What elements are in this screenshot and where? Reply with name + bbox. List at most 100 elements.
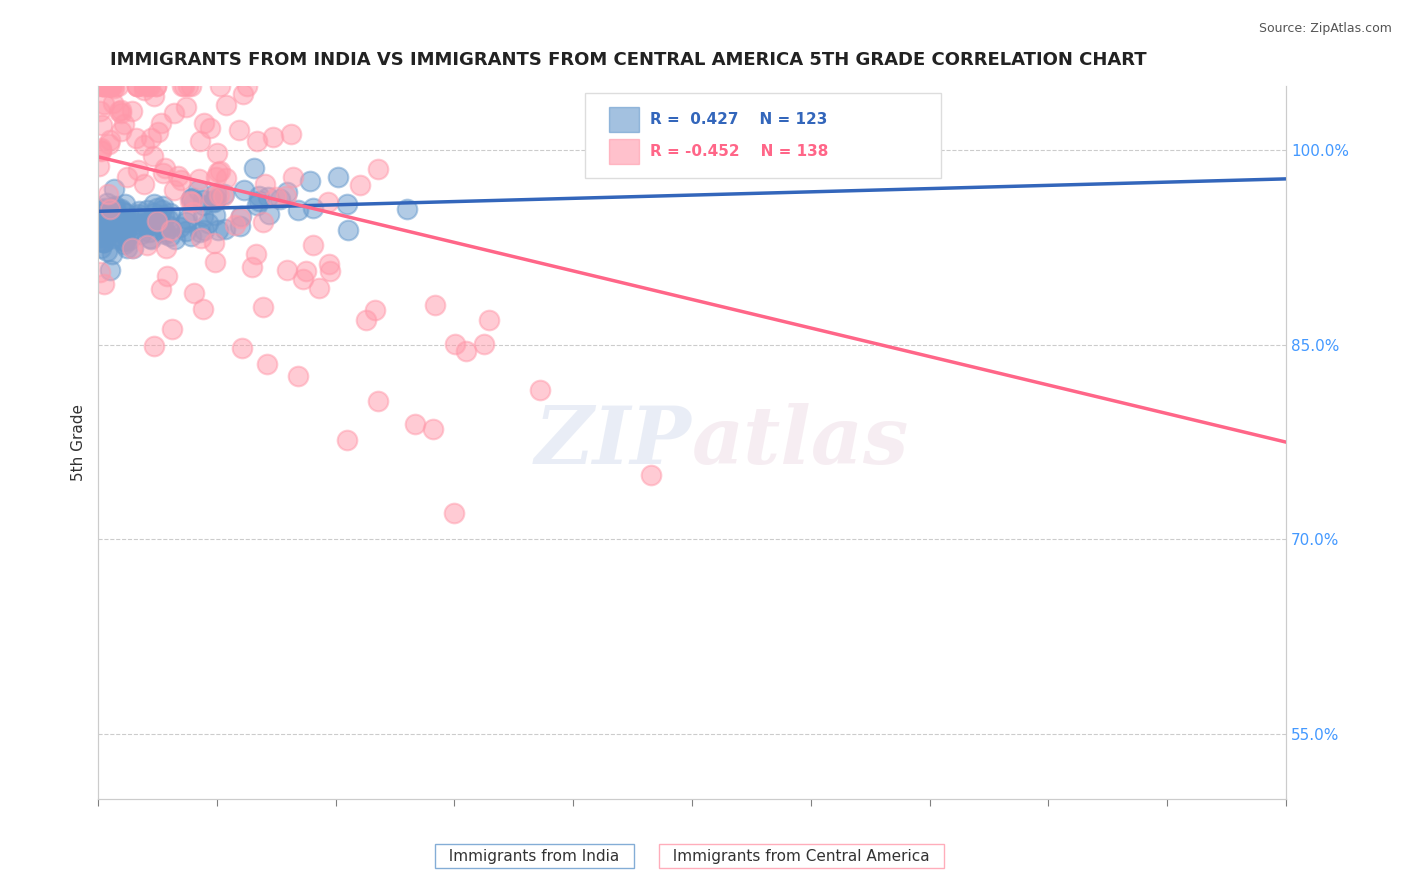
Point bbox=[249, 189, 271, 203]
Point bbox=[529, 384, 551, 398]
Point bbox=[209, 78, 232, 93]
Point bbox=[472, 337, 495, 351]
Point bbox=[104, 199, 127, 213]
Point bbox=[101, 78, 124, 93]
Point bbox=[187, 183, 209, 197]
Point bbox=[143, 206, 166, 220]
Point bbox=[89, 265, 111, 279]
Point bbox=[136, 78, 159, 93]
Point bbox=[193, 194, 215, 208]
Point bbox=[256, 190, 278, 204]
Point bbox=[145, 78, 167, 93]
Point bbox=[180, 78, 202, 93]
Point bbox=[135, 219, 157, 234]
Point bbox=[96, 78, 118, 93]
Point bbox=[87, 211, 110, 226]
Point bbox=[101, 247, 124, 261]
FancyBboxPatch shape bbox=[585, 93, 942, 178]
Point bbox=[98, 202, 121, 216]
Point bbox=[204, 192, 226, 206]
Point bbox=[143, 88, 166, 103]
Point bbox=[132, 138, 155, 153]
Point bbox=[112, 234, 135, 248]
Point bbox=[231, 341, 253, 355]
Point bbox=[90, 144, 112, 158]
Point bbox=[145, 201, 167, 215]
Point bbox=[207, 165, 229, 179]
Point bbox=[211, 189, 233, 203]
Point bbox=[89, 219, 111, 234]
Point bbox=[252, 300, 274, 314]
Point bbox=[89, 103, 111, 118]
Point bbox=[180, 191, 202, 205]
Point bbox=[231, 209, 253, 223]
Point bbox=[115, 223, 138, 237]
Point bbox=[422, 422, 444, 436]
Point bbox=[89, 207, 111, 221]
Point bbox=[204, 169, 226, 184]
Point bbox=[97, 222, 120, 236]
Point bbox=[93, 78, 115, 93]
Point bbox=[205, 146, 228, 161]
Point bbox=[253, 177, 276, 191]
Point bbox=[103, 216, 125, 230]
Point bbox=[127, 78, 149, 93]
Point bbox=[148, 125, 170, 139]
Point bbox=[204, 255, 226, 269]
Point bbox=[108, 104, 131, 119]
Point bbox=[228, 123, 250, 137]
Point bbox=[115, 169, 138, 184]
Point bbox=[153, 227, 176, 241]
Point bbox=[188, 134, 211, 148]
Point bbox=[367, 161, 389, 176]
Point bbox=[264, 190, 287, 204]
Point bbox=[136, 237, 159, 252]
Point bbox=[159, 229, 181, 244]
Point bbox=[127, 78, 149, 93]
Point bbox=[640, 467, 662, 482]
Point bbox=[240, 260, 263, 275]
FancyBboxPatch shape bbox=[609, 139, 638, 164]
Point bbox=[165, 232, 187, 246]
Point bbox=[91, 78, 114, 93]
Point bbox=[176, 212, 198, 227]
Point bbox=[246, 198, 269, 212]
Point bbox=[93, 235, 115, 249]
Point bbox=[183, 285, 205, 300]
Point bbox=[98, 78, 121, 93]
Point bbox=[177, 78, 200, 93]
Point bbox=[100, 78, 122, 93]
Point bbox=[404, 417, 426, 431]
Point bbox=[152, 166, 174, 180]
Point bbox=[110, 211, 132, 225]
Point bbox=[257, 207, 280, 221]
Point bbox=[91, 228, 114, 243]
Point bbox=[111, 227, 134, 241]
Point bbox=[114, 206, 136, 220]
Point bbox=[150, 282, 173, 296]
Point bbox=[110, 202, 132, 216]
Point bbox=[93, 202, 115, 217]
Point bbox=[110, 103, 132, 118]
Point bbox=[202, 195, 225, 210]
Point bbox=[152, 219, 174, 234]
Point bbox=[96, 244, 118, 258]
Point bbox=[156, 268, 179, 283]
Point bbox=[124, 130, 146, 145]
Point bbox=[107, 219, 129, 234]
Point bbox=[100, 210, 122, 224]
Point bbox=[98, 133, 121, 147]
Point bbox=[94, 221, 117, 235]
Point bbox=[91, 235, 114, 249]
Point bbox=[180, 228, 202, 243]
Point bbox=[103, 81, 125, 95]
Point bbox=[139, 231, 162, 245]
Point bbox=[444, 336, 467, 351]
Point bbox=[256, 357, 278, 371]
Point bbox=[107, 78, 129, 93]
Point bbox=[121, 241, 143, 255]
Point bbox=[110, 105, 132, 120]
Point bbox=[91, 78, 114, 93]
Point bbox=[121, 223, 143, 237]
Y-axis label: 5th Grade: 5th Grade bbox=[72, 403, 86, 481]
